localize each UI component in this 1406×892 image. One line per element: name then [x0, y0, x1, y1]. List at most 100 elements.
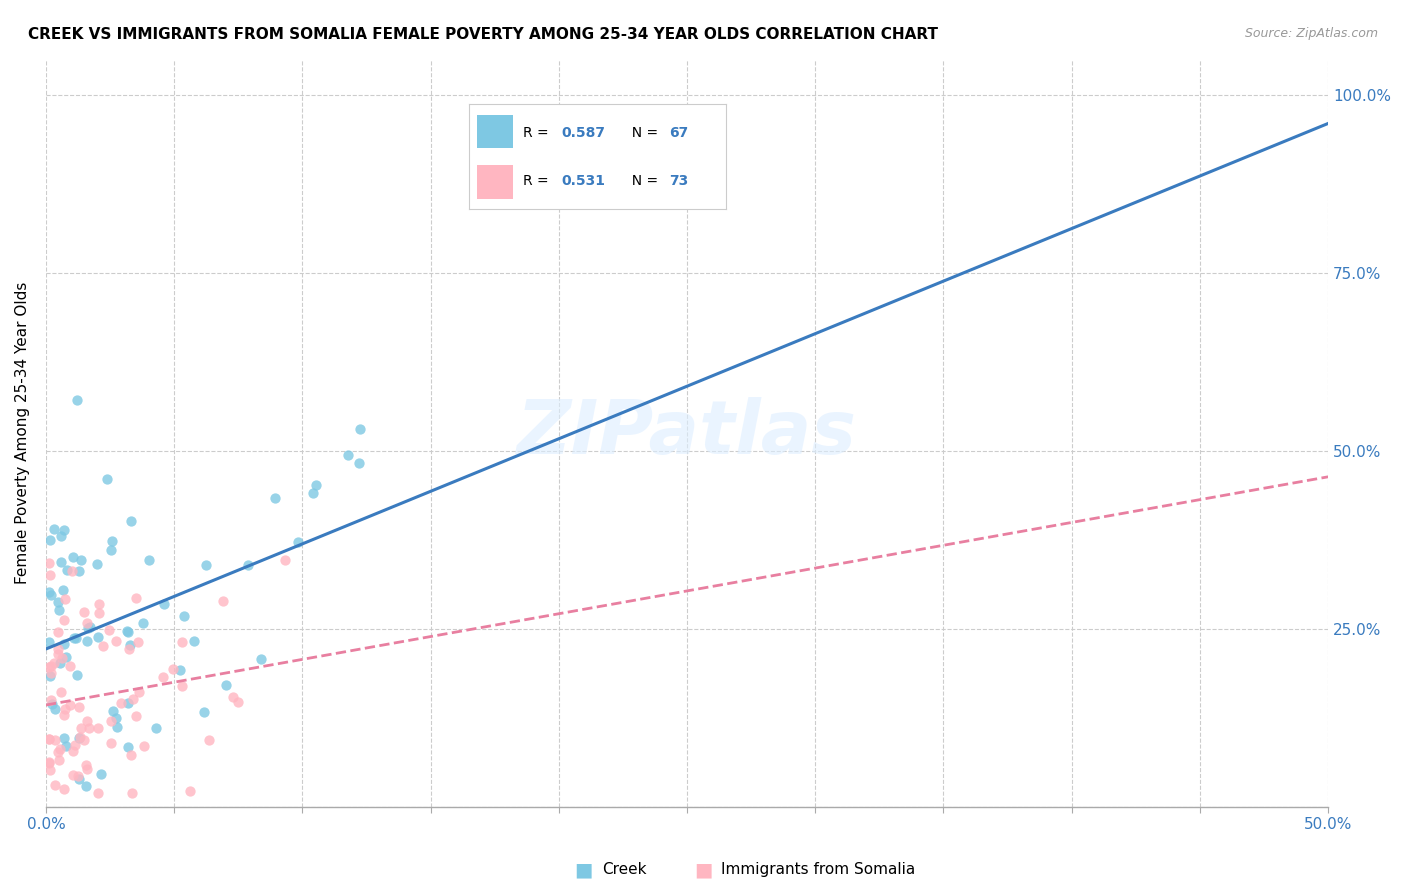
Point [67, 700, 90, 714]
Point [39, 533, 62, 547]
Point [65, 632, 87, 646]
Point [118, 638, 141, 652]
Point [53, 523, 76, 537]
Point [183, 633, 205, 648]
Point [76, 762, 98, 776]
Point [236, 558, 259, 572]
Point [39, 669, 62, 683]
Point [77, 621, 100, 635]
Point [120, 747, 142, 762]
Point [79, 619, 101, 633]
Point [60, 564, 83, 578]
Point [38, 756, 60, 771]
Point [46, 647, 69, 661]
Point [67, 772, 90, 787]
Point [117, 696, 139, 710]
Point [77, 721, 100, 735]
Point [90, 767, 112, 781]
Point [170, 679, 193, 693]
Point [52, 707, 75, 722]
Point [197, 733, 219, 747]
Point [100, 714, 122, 729]
Point [100, 736, 122, 750]
Point [117, 739, 139, 754]
Point [145, 721, 167, 735]
Point [170, 634, 193, 648]
Point [51, 555, 73, 569]
Point [263, 491, 285, 506]
Point [132, 616, 155, 631]
Point [212, 594, 235, 608]
Point [46, 624, 69, 639]
Point [115, 624, 138, 638]
Point [51, 529, 73, 543]
Point [138, 553, 160, 567]
Point [287, 535, 309, 549]
Point [337, 448, 360, 462]
Point [66, 392, 89, 407]
Text: Source: ZipAtlas.com: Source: ZipAtlas.com [1244, 27, 1378, 40]
Point [52, 613, 75, 627]
Point [48, 753, 70, 767]
Point [48, 656, 70, 670]
Point [53, 637, 76, 651]
Point [39, 763, 62, 777]
Point [39, 567, 62, 582]
Point [53, 781, 76, 796]
Point [63, 631, 86, 645]
Point [91, 640, 114, 654]
Point [38, 556, 60, 570]
Point [152, 670, 174, 684]
Point [274, 552, 297, 566]
Point [124, 708, 146, 723]
Point [67, 731, 90, 745]
Point [53, 731, 76, 746]
Point [75, 758, 97, 772]
Point [100, 543, 122, 558]
Point [39, 659, 62, 673]
Point [195, 558, 218, 573]
Point [52, 582, 75, 597]
Point [101, 704, 124, 718]
Point [38, 635, 60, 649]
Point [66, 668, 89, 682]
Point [69, 730, 91, 744]
Point [86, 558, 108, 572]
Point [41, 697, 63, 711]
Point [215, 678, 238, 692]
Point [121, 786, 143, 800]
Point [173, 609, 195, 624]
Y-axis label: Female Poverty Among 25-34 Year Olds: Female Poverty Among 25-34 Year Olds [15, 282, 30, 584]
Point [48, 603, 70, 617]
Point [76, 714, 98, 728]
Point [105, 634, 128, 648]
Point [70, 721, 93, 735]
Point [302, 485, 325, 500]
Point [96, 471, 118, 485]
Point [132, 739, 155, 753]
Point [44, 778, 66, 792]
Point [53, 591, 76, 606]
Point [101, 534, 124, 549]
Point [38, 585, 60, 599]
Point [121, 692, 143, 706]
Point [73, 733, 96, 747]
Point [169, 663, 191, 677]
Point [127, 635, 149, 649]
Point [193, 705, 215, 719]
Point [49, 684, 72, 698]
Point [250, 652, 273, 666]
Point [73, 605, 96, 619]
Point [38, 756, 60, 770]
Point [44, 701, 66, 715]
Point [110, 696, 132, 710]
Point [55, 739, 77, 754]
Point [62, 549, 84, 564]
Point [87, 721, 110, 735]
Point [120, 514, 142, 528]
Point [349, 422, 371, 436]
Point [76, 616, 98, 631]
Point [118, 641, 141, 656]
Point [59, 659, 82, 673]
Point [87, 786, 110, 800]
